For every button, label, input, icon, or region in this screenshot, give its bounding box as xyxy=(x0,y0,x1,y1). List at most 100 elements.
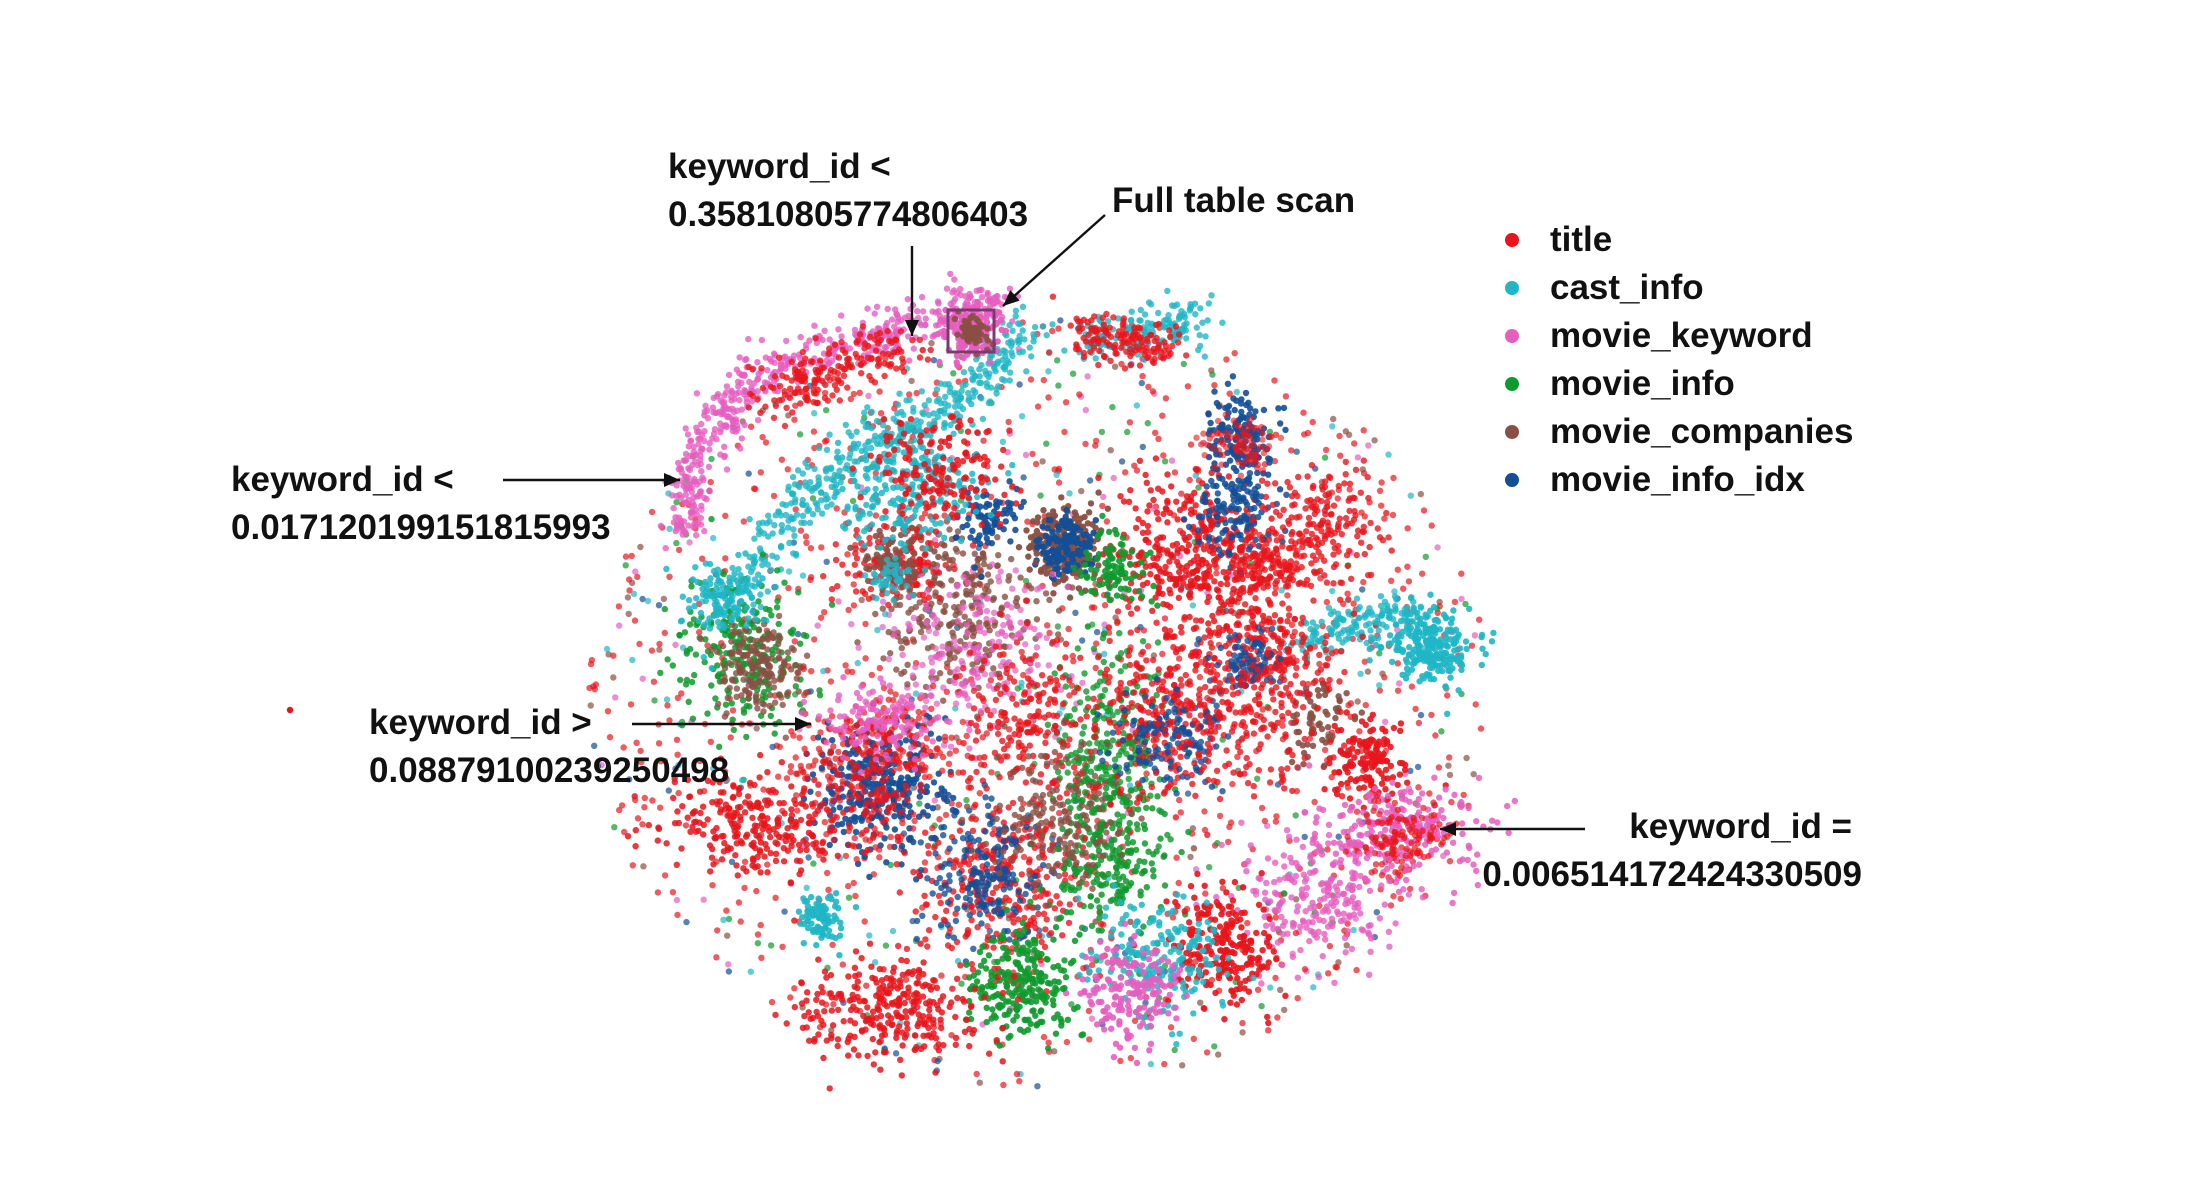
movie-companies-point xyxy=(952,316,958,322)
movie-companies-point xyxy=(767,692,773,698)
cast-info-point xyxy=(796,484,802,490)
cast-info-point xyxy=(800,572,806,578)
cast-info-point xyxy=(1376,627,1382,633)
title-point xyxy=(713,954,719,960)
title-point xyxy=(1095,475,1101,481)
movie-info-point xyxy=(774,598,780,604)
movie-keyword-point xyxy=(701,495,707,501)
movie-info-point xyxy=(1138,559,1144,565)
movie-info-point xyxy=(1099,513,1105,519)
cast-info-point xyxy=(837,473,843,479)
title-point xyxy=(828,367,834,373)
movie-info-idx-point xyxy=(1016,381,1022,387)
cast-info-point xyxy=(826,431,832,437)
title-point xyxy=(1000,1082,1006,1088)
title-point xyxy=(789,359,795,365)
movie-companies-point xyxy=(983,334,989,340)
title-point xyxy=(878,410,884,416)
movie-info-point xyxy=(677,677,683,683)
movie-companies-point xyxy=(1023,527,1029,533)
title-point xyxy=(851,602,857,608)
movie-keyword-point xyxy=(838,333,844,339)
cast-info-point xyxy=(860,418,866,424)
movie-keyword-point xyxy=(706,487,712,493)
cast-info-point xyxy=(1402,610,1408,616)
cast-info-point xyxy=(1459,662,1465,668)
title-point xyxy=(736,899,742,905)
cast-info-point xyxy=(1148,301,1154,307)
title-point xyxy=(757,410,763,416)
title-point xyxy=(1134,605,1140,611)
cast-info-point xyxy=(855,441,861,447)
movie-info-point xyxy=(958,981,964,987)
movie-info-idx-point xyxy=(1210,483,1216,489)
cast-info-point xyxy=(1328,611,1334,617)
movie-info-point xyxy=(684,648,690,654)
cast-info-point xyxy=(1466,606,1472,612)
title-point xyxy=(858,362,864,368)
movie-keyword-point xyxy=(1365,442,1371,448)
title-point xyxy=(676,547,682,553)
cast-info-point xyxy=(952,404,958,410)
cast-info-point xyxy=(1171,303,1177,309)
title-point xyxy=(868,355,874,361)
title-point xyxy=(834,505,840,511)
movie-info-idx-point xyxy=(1228,534,1234,540)
title-point xyxy=(885,351,891,357)
title-point xyxy=(811,636,817,642)
title-point xyxy=(769,999,775,1005)
movie-keyword-point xyxy=(911,345,917,351)
movie-companies-point xyxy=(1016,544,1022,550)
title-point xyxy=(1166,327,1172,333)
title-point xyxy=(642,795,648,801)
movie-info-idx-point xyxy=(1275,405,1281,411)
movie-info-idx-point xyxy=(769,744,775,750)
title-point xyxy=(878,337,884,343)
title-point xyxy=(1123,331,1129,337)
title-point xyxy=(888,361,894,367)
movie-keyword-point xyxy=(755,417,761,423)
movie-info-idx-point xyxy=(1055,527,1061,533)
cast-info-point xyxy=(1183,320,1189,326)
title-point xyxy=(747,391,753,397)
cast-info-point xyxy=(799,501,805,507)
cast-info-point xyxy=(811,466,817,472)
cast-info-point xyxy=(753,616,759,622)
title-point xyxy=(1204,1049,1210,1055)
movie-info-point xyxy=(687,621,693,627)
title-point xyxy=(817,357,823,363)
movie-info-point xyxy=(1083,549,1089,555)
title-point xyxy=(634,574,640,580)
cast-info-point xyxy=(811,410,817,416)
cast-info-point xyxy=(807,520,813,526)
cast-info-point xyxy=(735,608,741,614)
title-point xyxy=(758,922,764,928)
cast-info-point xyxy=(1483,651,1489,657)
title-point xyxy=(1164,471,1170,477)
title-point xyxy=(1217,813,1223,819)
cast-info-point xyxy=(1319,619,1325,625)
title-point xyxy=(1458,571,1464,577)
cast-info-point xyxy=(984,384,990,390)
movie-info-idx-point xyxy=(1215,490,1221,496)
movie-info-idx-point xyxy=(1225,381,1231,387)
cast-info-point xyxy=(1405,670,1411,676)
movie-companies-point xyxy=(766,680,772,686)
title-point xyxy=(745,364,751,370)
movie-info-idx-point xyxy=(1206,534,1212,540)
cast-info-point xyxy=(941,425,947,431)
cast-info-point xyxy=(742,581,748,587)
cast-info-point xyxy=(1396,632,1402,638)
title-point xyxy=(1225,839,1231,845)
cast-info-point xyxy=(1425,642,1431,648)
title-point xyxy=(1140,343,1146,349)
cast-info-point xyxy=(1372,619,1378,625)
cast-info-point xyxy=(1375,635,1381,641)
cast-info-point xyxy=(1129,309,1135,315)
movie-companies-point xyxy=(755,659,761,665)
cast-info-point xyxy=(1421,621,1427,627)
title-point xyxy=(1204,599,1210,605)
cast-info-point xyxy=(700,591,706,597)
movie-info-point xyxy=(1254,776,1260,782)
title-point xyxy=(838,364,844,370)
